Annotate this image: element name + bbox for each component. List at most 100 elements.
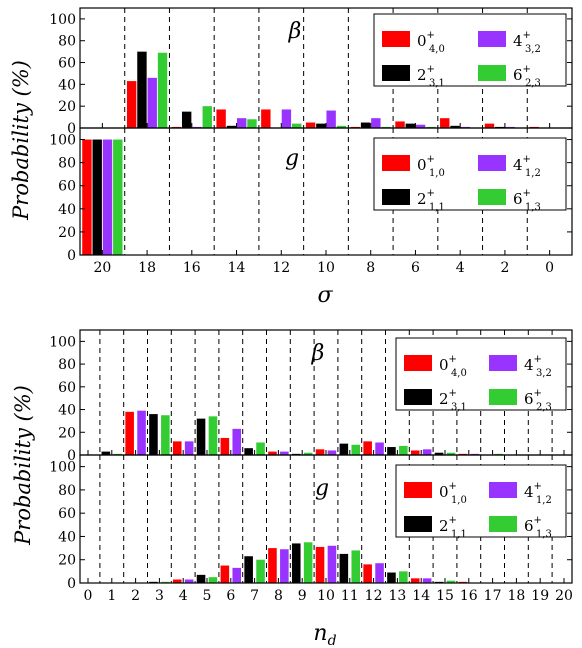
y-tick-label: 80 (58, 34, 76, 50)
bar (399, 571, 408, 583)
x-axis-label-sigma: σ (317, 283, 333, 308)
legend-swatch (489, 355, 517, 371)
panel-tag: β (288, 19, 302, 44)
bar (360, 122, 371, 128)
bar (399, 445, 408, 455)
x-tick-label: 14 (228, 260, 246, 276)
y-tick-label: 40 (58, 77, 76, 93)
legend-label: 6+ 1,3 (513, 188, 541, 213)
x-tick-label: 20 (93, 260, 111, 276)
bar (181, 111, 192, 128)
x-tick-label: 9 (298, 588, 307, 604)
bar (281, 109, 292, 128)
bar (236, 118, 247, 128)
y-tick-label: 100 (49, 460, 76, 476)
x-axis-label-nd: nd (313, 621, 336, 648)
y-tick-label: 80 (58, 483, 76, 499)
x-tick-label: 10 (317, 588, 335, 604)
bar (415, 124, 426, 128)
y-tick-label: 0 (67, 448, 76, 464)
legend-swatch (382, 155, 410, 171)
legend-swatch (478, 31, 506, 47)
bar (172, 441, 182, 455)
bar (371, 118, 381, 128)
y-tick-label: 100 (49, 133, 76, 149)
bar (172, 579, 182, 583)
legend-swatch (489, 516, 517, 532)
x-tick-label: 15 (436, 588, 454, 604)
legend-label: 0+ 1,0 (439, 481, 467, 506)
x-tick-label: 16 (183, 260, 201, 276)
legend-label: 0+ 4,0 (417, 30, 445, 55)
bar (434, 452, 444, 455)
legend-swatch (382, 65, 410, 81)
legend-swatch (382, 31, 410, 47)
bar (440, 118, 450, 128)
bar (280, 549, 289, 583)
bar (363, 441, 372, 455)
x-tick-label: 12 (272, 260, 290, 276)
x-tick-label: 17 (484, 588, 502, 604)
bar (387, 447, 396, 455)
panel-2: 0 20 40 60 80 100 β 0+ 4,0 4+ 3,2 2+ 3,1 6+ 2,3 (49, 329, 573, 464)
bar (256, 442, 265, 455)
bar (268, 548, 277, 583)
y-tick-label: 20 (58, 225, 76, 241)
bar (92, 139, 102, 255)
x-tick-label: 6 (226, 588, 235, 604)
y-tick-label: 60 (58, 56, 76, 72)
y-tick-label: 0 (67, 121, 76, 137)
x-tick-label: 20 (555, 588, 573, 604)
y-tick-label: 20 (58, 99, 76, 115)
y-tick-label: 60 (58, 506, 76, 522)
bar (196, 574, 206, 583)
bar (247, 119, 257, 128)
x-tick-label: 13 (388, 588, 406, 604)
y-tick-label: 60 (58, 179, 76, 195)
bar (450, 125, 460, 128)
bar (410, 578, 420, 583)
legend-label: 2+ 1,1 (417, 188, 445, 213)
legend-label: 4+ 3,2 (513, 30, 541, 55)
bar (220, 565, 230, 583)
bar (268, 451, 277, 455)
bar (339, 553, 349, 583)
x-tick-label: 19 (531, 588, 549, 604)
bar (280, 451, 289, 455)
x-tick-label: 3 (155, 588, 164, 604)
bar (232, 428, 242, 455)
y-tick-label: 0 (67, 576, 76, 592)
x-tick-label: 14 (412, 588, 430, 604)
bar (410, 450, 420, 455)
bar (446, 580, 456, 583)
y-tick-label: 80 (58, 357, 76, 373)
y-tick-label: 20 (58, 553, 76, 569)
legend-swatch (404, 389, 432, 405)
bar (292, 123, 302, 128)
bar (405, 123, 416, 128)
legend-label: 4+ 1,2 (524, 481, 552, 506)
x-tick-label: 6 (411, 260, 420, 276)
bar (291, 543, 301, 583)
bar (327, 545, 337, 583)
x-tick-label: 18 (138, 260, 156, 276)
bar (208, 416, 218, 455)
y-tick-label: 40 (58, 202, 76, 218)
bar (137, 410, 146, 455)
x-tick-label: 5 (203, 588, 212, 604)
x-tick-label: 16 (460, 588, 478, 604)
y-axis-label-top: Probability (%) (9, 60, 33, 221)
y-tick-label: 0 (67, 248, 76, 264)
x-tick-label: 11 (341, 588, 359, 604)
x-tick-label: 4 (179, 588, 188, 604)
y-tick-label: 40 (58, 403, 76, 419)
bar (82, 139, 92, 255)
legend-swatch (404, 482, 432, 498)
legend-swatch (478, 65, 506, 81)
legend-label: 0+ 1,0 (417, 154, 445, 179)
bar (261, 109, 271, 128)
bar (339, 443, 349, 455)
y-tick-label: 100 (49, 334, 76, 350)
